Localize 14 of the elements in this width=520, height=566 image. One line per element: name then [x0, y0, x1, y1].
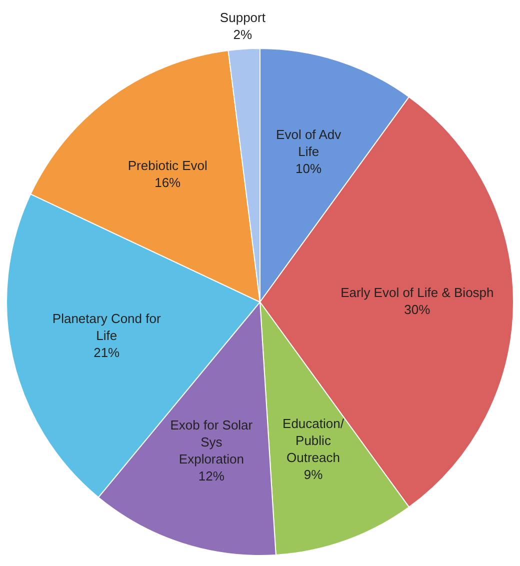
data-label: 2% — [233, 27, 253, 42]
slice-label: Education/ Public Outreach — [282, 416, 344, 465]
slice-label: Support — [220, 10, 266, 26]
data-label: 12% — [198, 468, 225, 484]
data-label: 10% — [296, 161, 322, 176]
slice-label: Evol of Adv Life — [276, 127, 342, 160]
data-label: 16% — [154, 174, 182, 190]
slice-label: Planetary Cond for Life — [52, 310, 162, 343]
slice-label: Exob for Solar Sys Exploration — [170, 418, 254, 467]
data-label: 30% — [404, 302, 431, 318]
slice-label: Early Evol of Life & Biosph — [340, 285, 494, 300]
data-label: 9% — [304, 466, 324, 482]
data-label: 21% — [94, 344, 120, 360]
slice-label: Prebiotic Evol — [128, 158, 208, 173]
